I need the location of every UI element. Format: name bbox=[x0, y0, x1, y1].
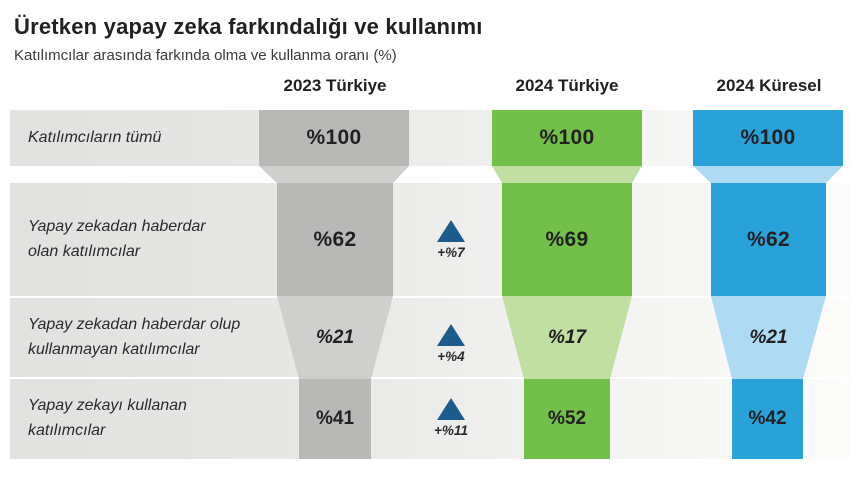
value-2023-using: %41 bbox=[315, 408, 355, 429]
bar-2024gl-using bbox=[732, 379, 803, 459]
value-2024gl-aware-not-using: %21 bbox=[749, 326, 788, 348]
value-2024gl-using: %42 bbox=[748, 408, 787, 429]
column-header-2024-turkiye: 2024 Türkiye bbox=[515, 76, 619, 95]
bar-2023-aware-not-using bbox=[277, 296, 393, 379]
value-2024tr-using: %52 bbox=[547, 408, 587, 429]
bar-2024tr-aware bbox=[502, 183, 632, 296]
value-2024tr-all: %100 bbox=[539, 126, 595, 149]
value-2024gl-aware: %62 bbox=[747, 227, 790, 251]
row-label-all-participants: Katılımcıların tümü bbox=[28, 110, 263, 166]
row-label-aware-not-using: Yapay zekadan haberdar olup kullanmayan … bbox=[28, 298, 263, 377]
bar-2023-using bbox=[299, 379, 371, 459]
bar-2024gl-all bbox=[693, 110, 843, 166]
delta-label: +%11 bbox=[434, 423, 468, 438]
funnel-connector-2024gl bbox=[693, 166, 843, 183]
delta-aware-not-using: +%4 bbox=[413, 324, 489, 364]
column-header-2023-turkiye: 2023 Türkiye bbox=[283, 76, 387, 95]
bar-2023-aware bbox=[277, 183, 393, 296]
row-band-using bbox=[10, 379, 850, 459]
delta-label: +%7 bbox=[437, 245, 465, 260]
value-2023-aware: %62 bbox=[313, 227, 357, 251]
increase-triangle-icon bbox=[437, 220, 465, 242]
increase-triangle-icon bbox=[437, 324, 465, 346]
increase-triangle-icon bbox=[437, 398, 465, 420]
row-label-using: Yapay zekayı kullanan katılımcılar bbox=[28, 379, 263, 459]
bar-2024tr-using bbox=[524, 379, 610, 459]
delta-label: +%4 bbox=[437, 349, 465, 364]
funnel-2024-turkiye bbox=[492, 110, 642, 459]
row-label-line: Yapay zekadan haberdar bbox=[28, 217, 206, 235]
bar-2024gl-aware-not-using bbox=[711, 296, 826, 379]
page-title: Üretken yapay zeka farkındalığı ve kulla… bbox=[14, 14, 483, 39]
bar-2023-all bbox=[259, 110, 409, 166]
value-2024tr-aware-not-using: %17 bbox=[547, 326, 587, 348]
funnel-connector-2023 bbox=[259, 166, 409, 183]
row-label-aware: Yapay zekadan haberdar olan katılımcılar bbox=[28, 183, 263, 296]
bar-2024tr-aware-not-using bbox=[502, 296, 632, 379]
value-2023-all: %100 bbox=[306, 126, 362, 149]
value-2023-aware-not-using: %21 bbox=[315, 326, 355, 348]
row-label-line: Katılımcıların tümü bbox=[28, 128, 162, 146]
row-label-line: Yapay zekayı kullanan bbox=[28, 397, 187, 415]
row-label-line: kullanmayan katılımcılar bbox=[28, 340, 200, 358]
column-header-2024-kuresel: 2024 Küresel bbox=[716, 76, 822, 95]
funnel-2024-kuresel bbox=[693, 110, 843, 459]
row-band-aware bbox=[10, 183, 850, 296]
delta-using: +%11 bbox=[413, 398, 489, 438]
row-label-line: katılımcılar bbox=[28, 422, 106, 439]
row-band-aware-not-using bbox=[10, 298, 850, 377]
funnel-2023-turkiye bbox=[259, 110, 409, 459]
row-label-line: Yapay zekadan haberdar olup bbox=[28, 315, 241, 333]
bar-2024gl-aware bbox=[711, 183, 826, 296]
value-2024gl-all: %100 bbox=[740, 126, 796, 149]
page-subtitle: Katılımcılar arasında farkında olma ve k… bbox=[14, 47, 397, 64]
value-2024tr-aware: %69 bbox=[545, 227, 589, 251]
row-label-line: olan katılımcılar bbox=[28, 242, 141, 260]
funnel-connector-2024tr bbox=[492, 166, 642, 183]
delta-aware: +%7 bbox=[413, 220, 489, 260]
bar-2024tr-all bbox=[492, 110, 642, 166]
